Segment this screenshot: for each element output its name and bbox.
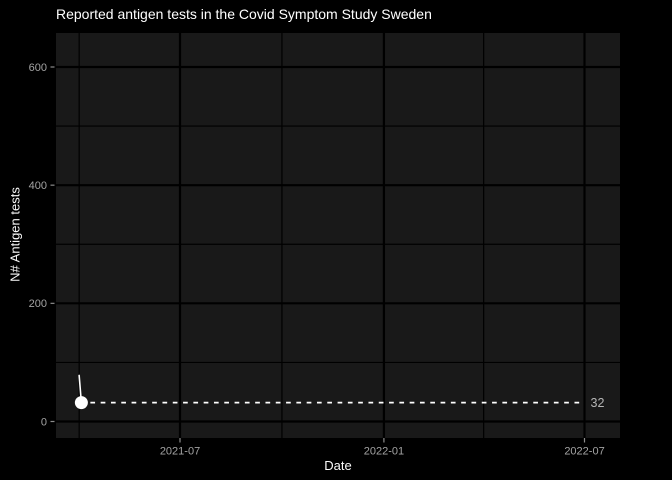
y-tick-label: 600 <box>29 62 47 74</box>
y-tick-label: 0 <box>41 416 47 428</box>
x-tick-label: 2022-01 <box>364 446 404 458</box>
x-tick-label: 2021-07 <box>160 446 200 458</box>
series-end-point <box>74 396 88 410</box>
y-tick-label: 400 <box>29 180 47 192</box>
x-tick-label: 2022-07 <box>564 446 604 458</box>
x-axis-title: Date <box>324 458 352 473</box>
reference-value-label: 32 <box>591 396 605 410</box>
y-axis-title: N# Antigen tests <box>7 187 23 282</box>
y-tick-label: 200 <box>29 298 47 310</box>
chart-title: Reported antigen tests in the Covid Symp… <box>56 6 432 22</box>
panel-background <box>56 33 620 438</box>
